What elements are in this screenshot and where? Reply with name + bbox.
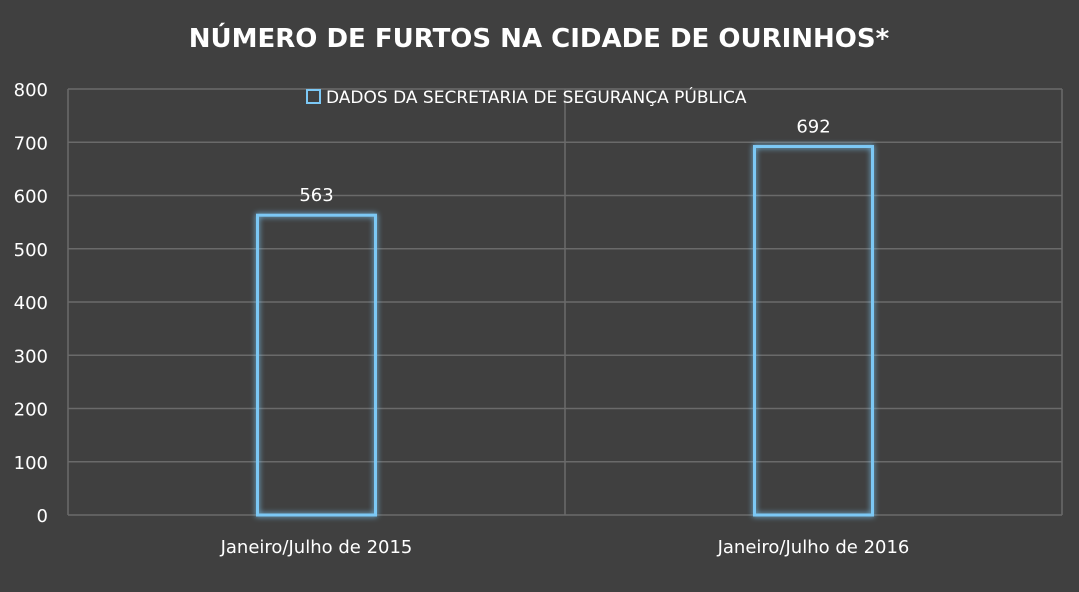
y-tick-label: 100 (14, 453, 48, 474)
data-label: 563 (299, 185, 333, 206)
y-tick-label: 700 (14, 133, 48, 154)
y-tick-label: 300 (14, 346, 48, 367)
legend: DADOS DA SECRETARIA DE SEGURANÇA PÚBLICA (306, 86, 747, 108)
y-tick-label: 0 (37, 506, 48, 527)
y-tick-label: 400 (14, 293, 48, 314)
bar (256, 213, 377, 517)
x-tick-label: Janeiro/Julho de 2016 (717, 537, 910, 558)
x-axis-labels: Janeiro/Julho de 2015 Janeiro/Julho de 20… (220, 537, 910, 558)
bars: 563 692 (256, 117, 874, 517)
x-tick-label: Janeiro/Julho de 2015 (220, 537, 413, 558)
chart-title: NÚMERO DE FURTOS NA CIDADE DE OURINHOS* (189, 22, 890, 54)
y-tick-label: 600 (14, 187, 48, 208)
y-axis-ticks: 0 100 200 300 400 500 600 700 800 (14, 80, 48, 527)
legend-swatch (306, 89, 321, 104)
bar (753, 145, 874, 517)
y-tick-label: 200 (14, 400, 48, 421)
data-label: 692 (796, 117, 830, 138)
gridlines (67, 88, 1063, 516)
y-tick-label: 800 (14, 80, 48, 101)
y-tick-label: 500 (14, 240, 48, 261)
legend-label: DADOS DA SECRETARIA DE SEGURANÇA PÚBLICA (326, 86, 747, 108)
